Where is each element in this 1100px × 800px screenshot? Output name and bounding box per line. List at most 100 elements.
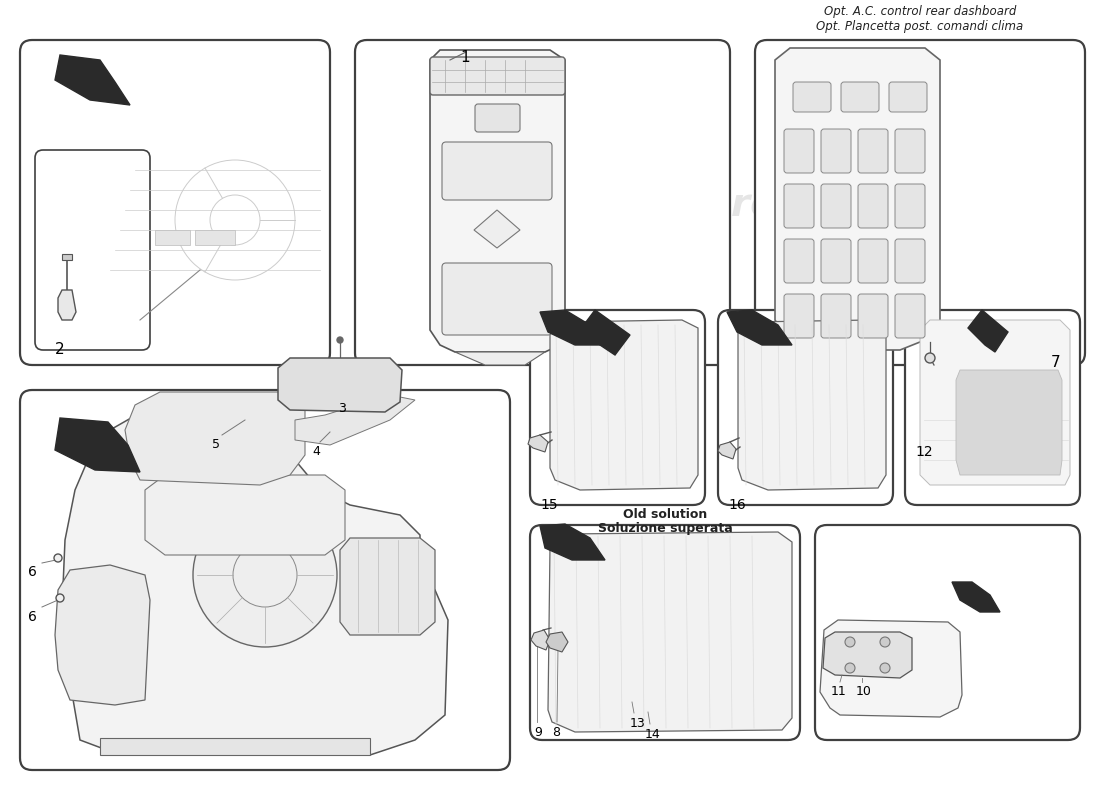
Text: 16: 16 xyxy=(728,498,746,512)
Text: eurospares: eurospares xyxy=(546,618,774,652)
FancyBboxPatch shape xyxy=(793,82,830,112)
Text: 7: 7 xyxy=(1050,355,1060,370)
Circle shape xyxy=(56,594,64,602)
Text: 4: 4 xyxy=(312,445,320,458)
Text: 6: 6 xyxy=(28,565,37,579)
Text: 14: 14 xyxy=(645,728,661,741)
Circle shape xyxy=(845,637,855,647)
Polygon shape xyxy=(62,254,72,260)
FancyBboxPatch shape xyxy=(430,57,565,95)
FancyBboxPatch shape xyxy=(842,82,879,112)
Polygon shape xyxy=(455,352,544,365)
FancyBboxPatch shape xyxy=(858,239,888,283)
Polygon shape xyxy=(55,565,150,705)
Text: 8: 8 xyxy=(552,726,560,739)
Text: 6: 6 xyxy=(28,610,37,624)
Text: eurospares: eurospares xyxy=(138,566,383,604)
FancyBboxPatch shape xyxy=(895,184,925,228)
Text: 3: 3 xyxy=(338,402,345,415)
Text: 5: 5 xyxy=(212,438,220,451)
FancyBboxPatch shape xyxy=(442,142,552,200)
Polygon shape xyxy=(55,418,140,472)
FancyBboxPatch shape xyxy=(784,129,814,173)
Text: 11: 11 xyxy=(830,685,847,698)
FancyBboxPatch shape xyxy=(858,129,888,173)
FancyBboxPatch shape xyxy=(815,525,1080,740)
Polygon shape xyxy=(727,310,792,345)
Polygon shape xyxy=(430,50,565,352)
FancyBboxPatch shape xyxy=(895,294,925,338)
FancyBboxPatch shape xyxy=(784,239,814,283)
Text: 9: 9 xyxy=(534,726,542,739)
Polygon shape xyxy=(278,358,402,412)
Polygon shape xyxy=(823,632,912,678)
FancyBboxPatch shape xyxy=(821,294,851,338)
FancyBboxPatch shape xyxy=(475,104,520,132)
Text: 1: 1 xyxy=(460,50,470,65)
FancyBboxPatch shape xyxy=(20,40,330,365)
Polygon shape xyxy=(546,632,568,652)
FancyBboxPatch shape xyxy=(530,310,705,505)
FancyBboxPatch shape xyxy=(858,184,888,228)
Polygon shape xyxy=(540,310,605,345)
Circle shape xyxy=(54,554,62,562)
Circle shape xyxy=(925,353,935,363)
Polygon shape xyxy=(340,538,434,635)
Text: 2: 2 xyxy=(55,342,65,357)
FancyBboxPatch shape xyxy=(718,310,893,505)
Polygon shape xyxy=(55,55,130,105)
Polygon shape xyxy=(295,395,415,445)
Circle shape xyxy=(880,637,890,647)
Text: Soluzione superata: Soluzione superata xyxy=(597,522,733,535)
FancyBboxPatch shape xyxy=(821,184,851,228)
FancyBboxPatch shape xyxy=(905,310,1080,505)
FancyBboxPatch shape xyxy=(858,294,888,338)
Text: eurospares: eurospares xyxy=(62,186,308,224)
Circle shape xyxy=(845,663,855,673)
Text: 15: 15 xyxy=(540,498,558,512)
Polygon shape xyxy=(580,310,630,355)
Polygon shape xyxy=(952,582,1000,612)
Polygon shape xyxy=(718,442,736,459)
Polygon shape xyxy=(528,435,548,452)
Polygon shape xyxy=(531,630,550,650)
FancyBboxPatch shape xyxy=(442,263,552,335)
FancyBboxPatch shape xyxy=(889,82,927,112)
Polygon shape xyxy=(920,320,1070,485)
FancyBboxPatch shape xyxy=(755,40,1085,365)
Polygon shape xyxy=(548,532,792,732)
Polygon shape xyxy=(738,320,886,490)
Text: 13: 13 xyxy=(630,717,646,730)
Polygon shape xyxy=(58,290,76,320)
FancyBboxPatch shape xyxy=(530,525,800,740)
Circle shape xyxy=(880,663,890,673)
Polygon shape xyxy=(474,210,520,248)
Polygon shape xyxy=(62,402,448,755)
Text: 10: 10 xyxy=(856,685,872,698)
Polygon shape xyxy=(195,230,235,245)
Polygon shape xyxy=(155,230,190,245)
Circle shape xyxy=(337,337,343,343)
FancyBboxPatch shape xyxy=(821,129,851,173)
Text: 12: 12 xyxy=(915,445,933,459)
FancyBboxPatch shape xyxy=(784,184,814,228)
Polygon shape xyxy=(956,370,1062,475)
Polygon shape xyxy=(550,320,698,490)
Polygon shape xyxy=(820,620,962,717)
FancyBboxPatch shape xyxy=(784,294,814,338)
Polygon shape xyxy=(100,738,370,755)
FancyBboxPatch shape xyxy=(355,40,730,365)
Text: Old solution: Old solution xyxy=(623,508,707,521)
Polygon shape xyxy=(968,310,1008,352)
Text: Opt. Plancetta post. comandi clima: Opt. Plancetta post. comandi clima xyxy=(816,20,1024,33)
FancyBboxPatch shape xyxy=(895,129,925,173)
FancyBboxPatch shape xyxy=(895,239,925,283)
Circle shape xyxy=(192,503,337,647)
Polygon shape xyxy=(540,524,605,560)
Polygon shape xyxy=(145,475,345,555)
Polygon shape xyxy=(776,48,940,350)
FancyBboxPatch shape xyxy=(20,390,510,770)
Polygon shape xyxy=(125,392,305,485)
FancyBboxPatch shape xyxy=(821,239,851,283)
Text: eurospares: eurospares xyxy=(678,186,923,224)
